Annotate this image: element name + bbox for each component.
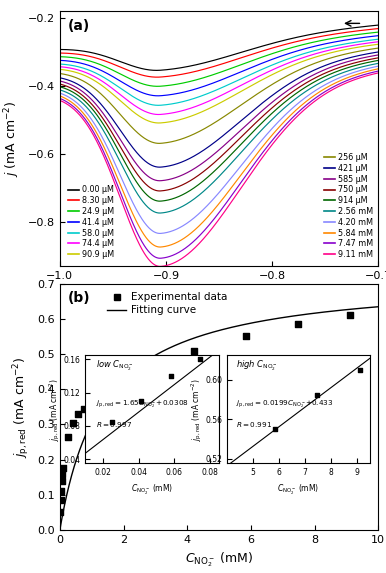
Point <box>70 418 76 427</box>
Point <box>59 469 65 478</box>
Point <box>58 486 64 496</box>
Legend: Experimental data, Fitting curve: Experimental data, Fitting curve <box>107 291 229 316</box>
X-axis label: $E$ (V): $E$ (V) <box>203 287 235 302</box>
Point <box>57 508 63 517</box>
Point <box>295 320 301 329</box>
Point <box>86 399 92 408</box>
Y-axis label: $j$ (mA cm$^{-2}$): $j$ (mA cm$^{-2}$) <box>3 101 22 177</box>
Point <box>243 332 249 341</box>
Point <box>65 432 71 441</box>
Y-axis label: $j_{\mathrm{p,red}}$ (mA cm$^{-2}$): $j_{\mathrm{p,red}}$ (mA cm$^{-2}$) <box>11 356 32 458</box>
Point <box>347 311 353 320</box>
Point <box>59 464 66 473</box>
Point <box>138 366 144 375</box>
Text: (a): (a) <box>68 19 90 33</box>
X-axis label: $C_{\mathrm{NO}_2^-}$ (mM): $C_{\mathrm{NO}_2^-}$ (mM) <box>185 551 253 569</box>
Point <box>191 346 197 355</box>
Point <box>81 404 87 413</box>
Point <box>58 496 64 505</box>
Text: (b): (b) <box>68 291 90 305</box>
Point <box>59 476 65 485</box>
Point <box>75 409 81 418</box>
Legend: 256 μM, 421 μM, 585 μM, 750 μM, 914 μM, 2.56 mM, 4.20 mM, 5.84 mM, 7.47 mM, 9.11: 256 μM, 421 μM, 585 μM, 750 μM, 914 μM, … <box>323 152 374 260</box>
